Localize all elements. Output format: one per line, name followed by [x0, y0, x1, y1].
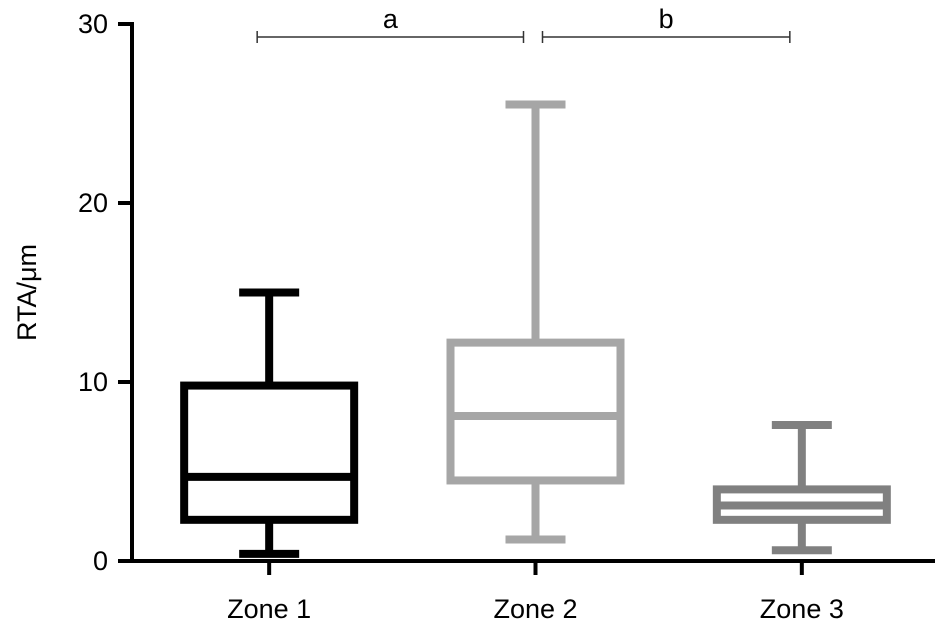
iqr-box [446, 338, 625, 485]
box-zone-3 [712, 420, 891, 555]
iqr-box [180, 381, 359, 524]
x-tick-label: Zone 3 [760, 594, 844, 624]
significance-bracket-b: b [541, 4, 791, 43]
y-tick-label: 20 [78, 188, 108, 218]
y-tick-label: 0 [93, 546, 108, 576]
y-tick-label: 30 [78, 9, 108, 39]
box-series [180, 100, 891, 558]
y-tick-label: 10 [78, 367, 108, 397]
axes: 0 10 20 30 Zone 1 Zone 2 Zone 3 [78, 9, 935, 624]
significance-label: a [383, 4, 399, 34]
x-tick-label: Zone 2 [493, 594, 577, 624]
significance-label: b [659, 4, 674, 34]
y-axis-title: RTA/μm [12, 244, 42, 341]
significance-bracket-a: a [256, 4, 525, 43]
box-zone-1 [180, 288, 359, 558]
x-tick-label: Zone 1 [227, 594, 311, 624]
box-zone-2 [446, 100, 625, 544]
